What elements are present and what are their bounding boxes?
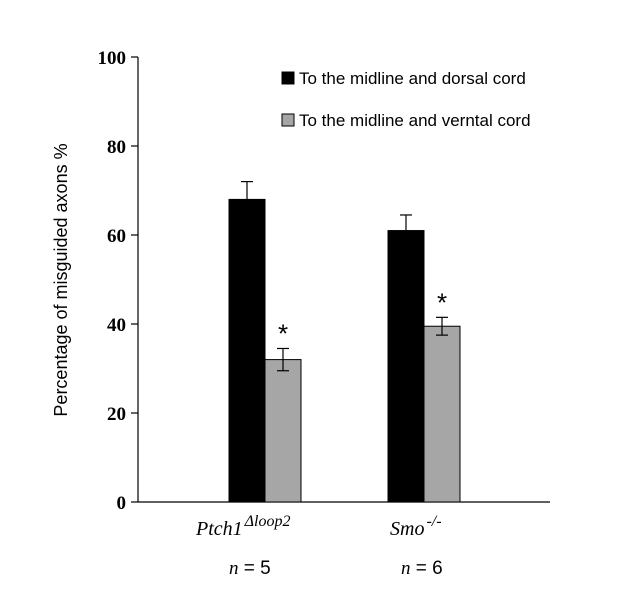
category-label: Smo -/- (390, 513, 442, 540)
annotations: ** (278, 287, 447, 348)
error-bars (241, 181, 448, 372)
category-label: Ptch1 Δloop2 (195, 513, 291, 540)
sample-size-value: = 6 (411, 558, 443, 579)
sample-size-label: n = 5 (229, 558, 271, 579)
y-ticks: 0 20 40 60 80 100 (98, 48, 138, 514)
sample-size-value: = 5 (239, 558, 271, 579)
bars (228, 198, 461, 503)
y-tick-label: 40 (107, 315, 126, 336)
sample-size-symbol: n (229, 558, 239, 579)
y-tick-label: 80 (107, 137, 126, 158)
legend-label: To the midline and dorsal cord (299, 69, 526, 88)
legend-swatch (281, 71, 295, 85)
bar-dorsal-1 (387, 230, 425, 503)
category-superscript: Δloop2 (244, 513, 291, 530)
significance-asterisk: * (278, 318, 288, 348)
legend-label: To the midline and verntal cord (299, 111, 531, 130)
legend-swatch (281, 113, 295, 127)
y-tick-label: 0 (117, 493, 127, 514)
bar-dorsal-0 (228, 198, 266, 503)
category-name: Smo (390, 518, 424, 540)
y-tick-label: 100 (98, 48, 127, 69)
category-name: Ptch1 (195, 518, 243, 540)
category-superscript: -/- (426, 513, 441, 530)
sample-size-symbol: n (401, 558, 411, 579)
bar-ventral-0 (264, 359, 302, 503)
category-labels: Ptch1 Δloop2 n = 5 Smo -/- n = 6 (195, 513, 443, 579)
significance-asterisk: * (437, 287, 447, 317)
y-axis-title: Percentage of misguided axons % (51, 143, 71, 416)
y-tick-label: 60 (107, 226, 126, 247)
y-tick-label: 20 (107, 404, 126, 425)
bar-ventral-1 (423, 325, 461, 503)
sample-size-label: n = 6 (401, 558, 443, 579)
legend: To the midline and dorsal cord To the mid… (281, 69, 531, 130)
axes (137, 57, 550, 503)
